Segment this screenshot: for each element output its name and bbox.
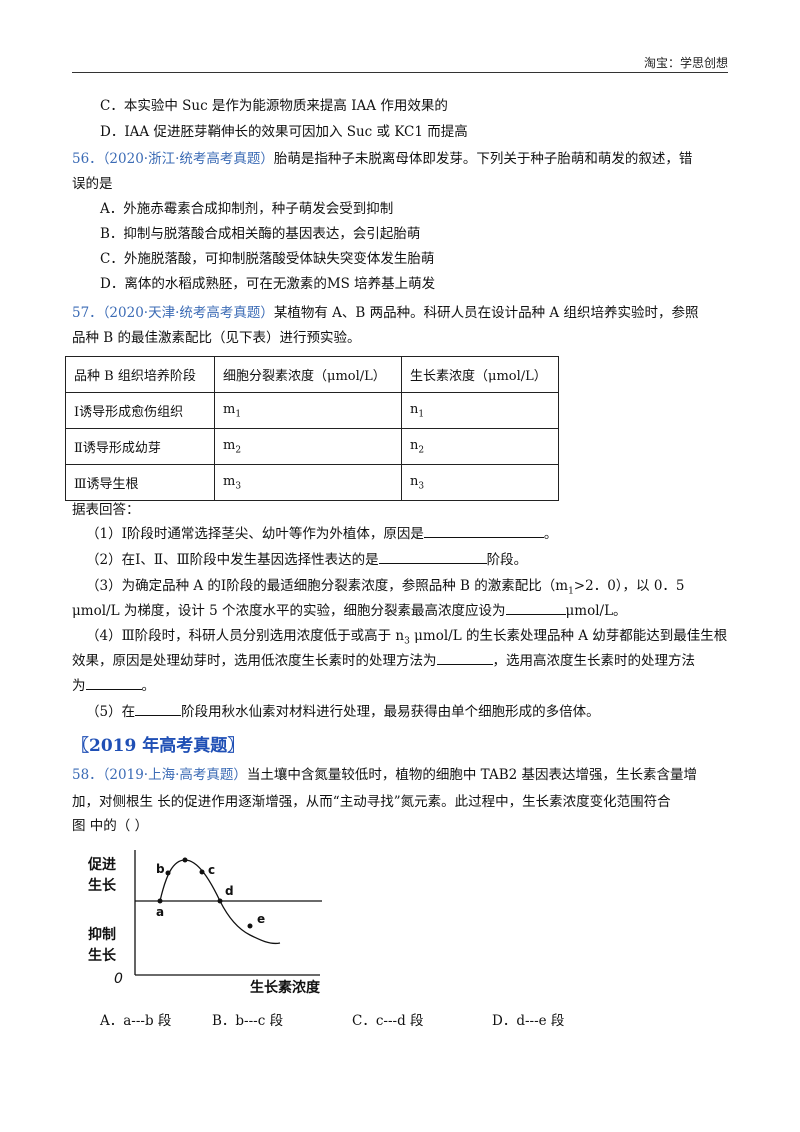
point-a-marker — [157, 898, 163, 904]
q57-part-4-cont: 效果，原因是处理幼芽时，选用低浓度生长素时的处理方法为 ，选用高浓度生长素时的处理… — [72, 651, 695, 669]
q56-stem-text: 胎萌是指种子未脱离母体即发芽。下列关于种子胎萌和萌发的叙述，错 — [273, 151, 693, 167]
y-label-inhibit-1: 抑制 — [88, 926, 116, 943]
prev-option-c: C．本实验中 Suc 是作为能源物质来提高 IAA 作用效果的 — [100, 98, 448, 114]
q57-part-4: （4）Ⅲ阶段时，科研人员分别选用浓度低于或高于 n3 μmol/L 的生长素处理… — [86, 628, 728, 647]
q56-option-d: D．离体的水稻成熟胚，可在无激素的MS 培养基上萌发 — [100, 276, 436, 292]
answer-blank[interactable] — [85, 676, 142, 690]
origin-label: 0 — [114, 971, 123, 987]
y-label-inhibit-2: 生长 — [88, 947, 117, 964]
point-a-label: a — [156, 905, 164, 919]
table-cell: n3 — [401, 464, 559, 501]
point-d-label: d — [225, 884, 234, 898]
q58-option-c[interactable]: C．c---d 段 — [352, 1013, 424, 1029]
table-cell: m2 — [214, 428, 402, 465]
x-axis-label: 生长素浓度 — [250, 979, 321, 996]
header-text: 淘宝：学思创想 — [643, 56, 728, 70]
q57-part-3-cont: μmol/L 为梯度，设计 5 个浓度水平的实验，细胞分裂素最高浓度应设为 μmo… — [72, 601, 627, 619]
answer-blank[interactable] — [378, 550, 487, 564]
q57-part-4-end: 为。 — [72, 676, 155, 694]
q56-source: （2020·浙江·统考高考真题） — [102, 151, 274, 167]
table-cell: m3 — [214, 464, 402, 501]
q58-source: （2019·上海·高考真题） — [102, 767, 247, 783]
q56-stem: 56．（2020·浙江·统考高考真题）胎萌是指种子未脱离母体即发芽。下列关于种子… — [72, 149, 692, 169]
table-cell: Ⅰ诱导形成愈伤组织 — [65, 392, 215, 429]
q57-part-1: （1）Ⅰ阶段时通常选择茎尖、幼叶等作为外植体，原因是。 — [86, 524, 558, 542]
q57-part-3: （3）为确定品种 A 的Ⅰ阶段的最适细胞分裂素浓度，参照品种 B 的激素配比（m… — [86, 578, 685, 597]
point-peak-marker — [182, 857, 188, 863]
hormone-table: 品种 B 组织培养阶段 细胞分裂素浓度（μmol/L） 生长素浓度（μmol/L… — [65, 356, 559, 501]
q58-stem-end: 图 中的（ ） — [72, 818, 149, 834]
q56-option-a: A．外施赤霉素合成抑制剂，种子萌发会受到抑制 — [100, 201, 394, 217]
point-e-marker — [247, 923, 253, 929]
answer-blank[interactable] — [423, 524, 544, 538]
q57-source: （2020·天津·统考高考真题） — [102, 305, 274, 321]
q58-stem-cont: 加，对侧根生 长的促进作用逐渐增强，从而“主动寻找”氮元素。此过程中，生长素浓度… — [72, 794, 671, 810]
q57-stem-text: 某植物有 A、B 两品种。科研人员在设计品种 A 组织培养实验时，参照 — [273, 305, 699, 321]
table-cell: n1 — [401, 392, 559, 429]
table-cell: Ⅲ诱导生根 — [65, 464, 215, 501]
table-cell: m1 — [214, 392, 402, 429]
table-row: Ⅲ诱导生根 m3 n3 — [65, 464, 559, 501]
q58-number: 58． — [72, 767, 103, 783]
point-d-marker — [217, 898, 223, 904]
y-label-promote-1: 促进 — [87, 856, 116, 873]
q57-stem-cont: 品种 B 的最佳激素配比（见下表）进行预实验。 — [72, 330, 361, 346]
point-b-label: b — [156, 862, 165, 876]
q58-stem-text: 当土壤中含氮量较低时，植物的细胞中 TAB2 基因表达增强，生长素含量增 — [246, 767, 697, 783]
table-header: 生长素浓度（μmol/L） — [401, 356, 559, 393]
q56-option-c: C．外施脱落酸，可抑制脱落酸受体缺失突变体发生胎萌 — [100, 251, 435, 267]
q56-number: 56． — [72, 151, 103, 167]
answer-blank[interactable] — [505, 601, 566, 615]
section-title: 〖2019 年高考真题〗 — [72, 736, 245, 756]
q57-stem: 57．（2020·天津·统考高考真题）某植物有 A、B 两品种。科研人员在设计品… — [72, 303, 698, 323]
q57-number: 57． — [72, 305, 103, 321]
point-b-marker — [165, 870, 171, 876]
table-header: 细胞分裂素浓度（μmol/L） — [214, 356, 402, 393]
table-header: 品种 B 组织培养阶段 — [65, 356, 215, 393]
q58-option-d[interactable]: D．d---e 段 — [492, 1013, 565, 1029]
y-label-promote-2: 生长 — [88, 877, 117, 894]
table-cell: n2 — [401, 428, 559, 465]
point-c-label: c — [208, 863, 215, 877]
q56-stem-cont: 误的是 — [72, 176, 113, 192]
table-cell: Ⅱ诱导形成幼芽 — [65, 428, 215, 465]
table-row: Ⅰ诱导形成愈伤组织 m1 n1 — [65, 392, 559, 429]
q58-option-b[interactable]: B．b---c 段 — [212, 1013, 284, 1029]
auxin-response-curve: 促进 生长 抑制 生长 0 生长素浓度 a b c d e — [87, 850, 322, 996]
point-c-marker — [199, 869, 205, 875]
q58-option-a[interactable]: A．a---b 段 — [100, 1013, 172, 1029]
q56-option-b: B．抑制与脱落酸合成相关酶的基因表达，会引起胎萌 — [100, 226, 421, 242]
q57-part-5: （5）在 阶段用秋水仙素对材料进行处理，最易获得由单个细胞形成的多倍体。 — [86, 702, 600, 720]
q57-after-table: 据表回答： — [72, 502, 140, 518]
prev-option-d: D．IAA 促进胚芽鞘伸长的效果可因加入 Suc 或 KC1 而提高 — [100, 124, 468, 140]
answer-blank[interactable] — [436, 651, 493, 665]
table-header-row: 品种 B 组织培养阶段 细胞分裂素浓度（μmol/L） 生长素浓度（μmol/L… — [65, 356, 559, 393]
table-row: Ⅱ诱导形成幼芽 m2 n2 — [65, 428, 559, 465]
q58-stem: 58．（2019·上海·高考真题）当土壤中含氮量较低时，植物的细胞中 TAB2 … — [72, 765, 697, 785]
q57-part-2: （2）在Ⅰ、Ⅱ、Ⅲ阶段中发生基因选择性表达的是 阶段。 — [86, 550, 528, 568]
point-e-label: e — [257, 912, 265, 926]
header-rule — [72, 72, 728, 73]
answer-blank[interactable] — [135, 702, 182, 716]
